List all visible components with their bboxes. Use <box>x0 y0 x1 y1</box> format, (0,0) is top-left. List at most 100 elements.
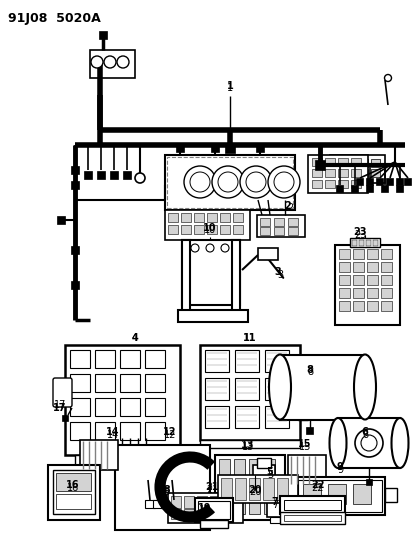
Circle shape <box>190 172 209 192</box>
Bar <box>351 240 356 246</box>
Bar <box>269 517 279 523</box>
Bar <box>372 240 377 246</box>
Bar <box>70 398 90 416</box>
Bar <box>279 512 344 524</box>
Ellipse shape <box>391 418 408 468</box>
Bar <box>145 398 165 416</box>
Bar <box>62 415 68 421</box>
Text: 9: 9 <box>336 465 342 475</box>
Bar <box>297 360 307 420</box>
Bar <box>90 50 135 78</box>
Bar <box>334 245 399 325</box>
Circle shape <box>206 244 214 252</box>
Bar <box>324 158 334 166</box>
Bar <box>311 158 321 166</box>
Bar <box>358 169 367 177</box>
Bar <box>235 350 259 372</box>
FancyArrowPatch shape <box>266 257 282 278</box>
Bar <box>287 218 297 226</box>
Circle shape <box>384 75 391 82</box>
Ellipse shape <box>329 418 346 468</box>
Circle shape <box>117 56 129 68</box>
Bar <box>168 213 178 222</box>
Bar <box>145 500 154 508</box>
Bar <box>366 249 377 259</box>
Bar <box>366 275 377 285</box>
Bar <box>197 496 206 508</box>
Bar <box>71 246 79 254</box>
Bar <box>336 184 343 191</box>
Ellipse shape <box>353 354 375 419</box>
Circle shape <box>183 166 216 198</box>
Text: 21: 21 <box>205 485 218 495</box>
Text: 11: 11 <box>243 333 256 343</box>
Text: 7: 7 <box>271 500 278 510</box>
Bar <box>264 378 288 400</box>
Bar <box>166 157 292 208</box>
Bar <box>80 452 159 464</box>
Text: 10: 10 <box>203 223 216 233</box>
Bar <box>75 455 83 475</box>
Bar <box>65 345 180 455</box>
Circle shape <box>135 173 145 183</box>
Bar <box>231 240 240 320</box>
Bar <box>380 301 391 311</box>
Bar <box>71 166 79 174</box>
Bar <box>115 445 209 530</box>
Text: 8: 8 <box>306 365 313 375</box>
Bar <box>120 374 140 392</box>
Text: 6: 6 <box>361 430 367 440</box>
Bar <box>219 225 230 234</box>
Bar <box>365 479 371 485</box>
Bar <box>283 500 340 510</box>
Bar <box>352 249 363 259</box>
Bar <box>199 345 299 440</box>
Bar <box>218 459 230 514</box>
Bar <box>223 496 233 508</box>
Text: 9: 9 <box>336 462 342 472</box>
Bar <box>199 520 228 528</box>
Bar <box>145 350 165 368</box>
Text: 15: 15 <box>297 439 311 449</box>
Text: 2: 2 <box>284 201 291 211</box>
Bar <box>235 478 245 500</box>
Text: 6: 6 <box>361 427 368 437</box>
Bar <box>380 288 391 298</box>
Bar <box>206 225 216 234</box>
Text: 8: 8 <box>306 367 312 377</box>
Bar <box>211 144 218 152</box>
Bar <box>337 169 347 177</box>
Text: 5: 5 <box>266 470 273 480</box>
Bar <box>337 180 347 188</box>
Bar <box>273 227 283 235</box>
Text: 12: 12 <box>164 430 176 440</box>
Bar <box>257 248 277 260</box>
Bar <box>338 301 349 311</box>
Bar <box>276 478 287 500</box>
Bar <box>302 484 320 504</box>
Bar <box>257 492 269 500</box>
Bar <box>70 374 90 392</box>
Bar <box>358 159 367 167</box>
Bar <box>233 213 242 222</box>
Bar <box>327 484 345 504</box>
Bar <box>375 177 382 184</box>
Text: 1: 1 <box>226 83 233 93</box>
Text: 22: 22 <box>311 480 324 490</box>
Bar <box>180 213 190 222</box>
Bar <box>256 215 304 237</box>
Bar <box>224 143 235 153</box>
Bar <box>153 500 163 508</box>
Bar <box>180 225 190 234</box>
Bar <box>366 184 373 191</box>
Ellipse shape <box>268 354 290 419</box>
Bar <box>235 378 259 400</box>
Bar <box>366 288 377 298</box>
Bar <box>252 465 274 493</box>
Text: 19: 19 <box>198 505 211 515</box>
Circle shape <box>360 435 376 451</box>
Bar <box>171 509 180 519</box>
Bar <box>195 498 233 522</box>
Bar <box>95 350 115 368</box>
Bar <box>53 470 95 514</box>
